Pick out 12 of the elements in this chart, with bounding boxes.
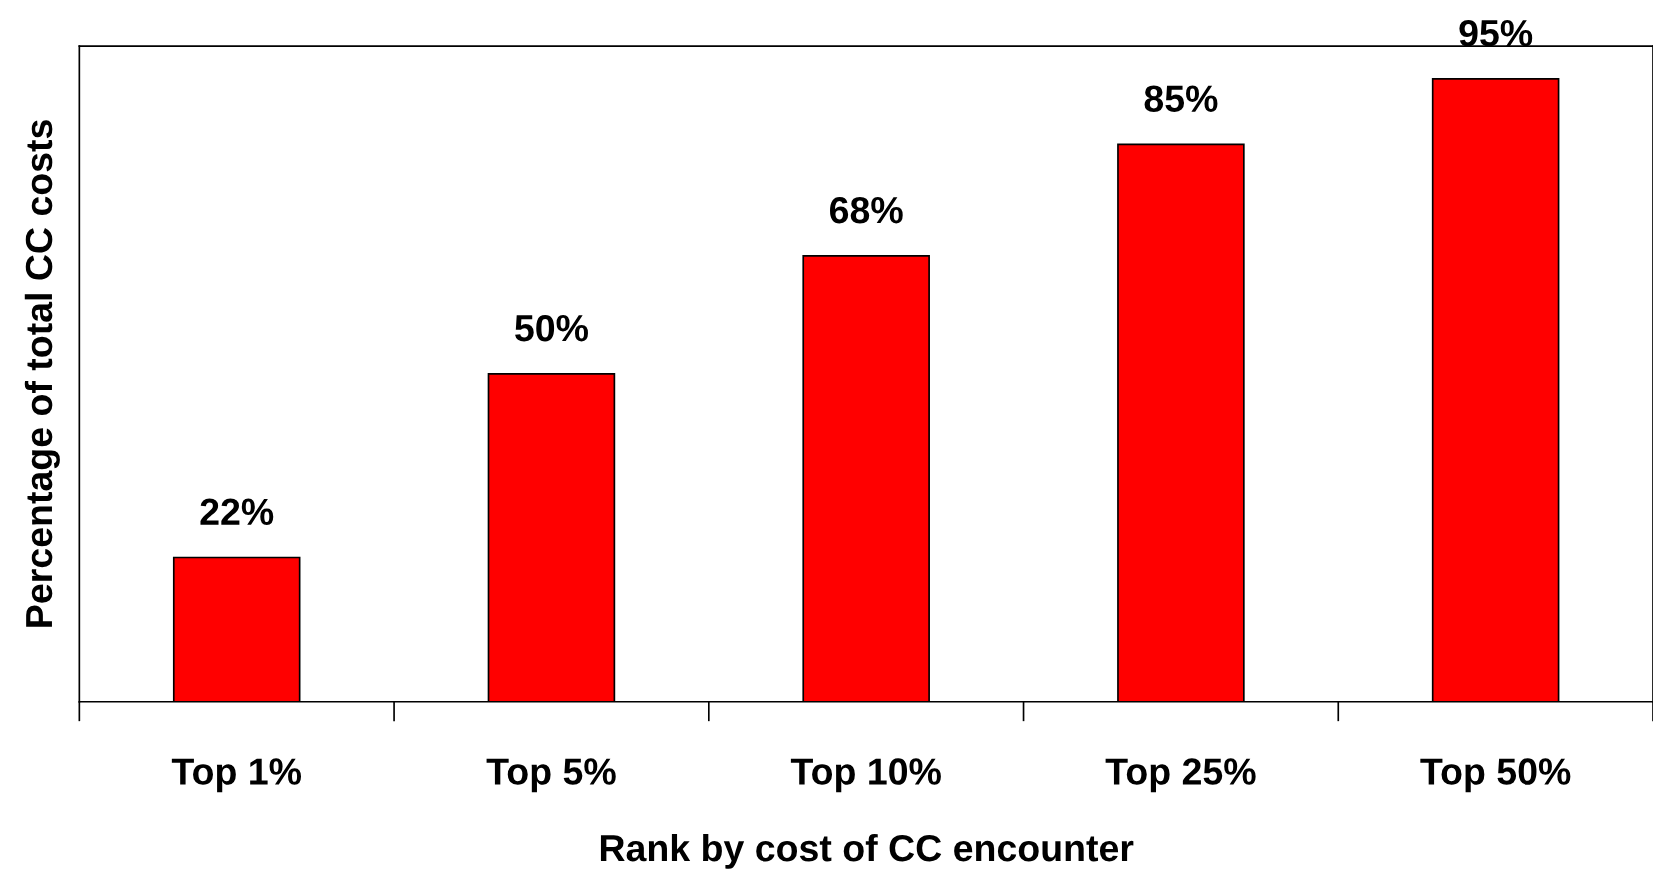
- data-label: 50%: [515, 314, 588, 342]
- x-tick-label: Top 25%: [1105, 758, 1256, 793]
- data-label: 68%: [830, 196, 903, 224]
- y-axis-title: Percentage of total CC costs: [24, 120, 60, 627]
- x-tick-label: Top 10%: [790, 758, 941, 793]
- data-label: 22%: [200, 498, 274, 525]
- x-tick-label: Top 1%: [171, 758, 302, 793]
- x-tick-label: Top 50%: [1420, 758, 1571, 793]
- x-axis-title: Rank by cost of CC encounter: [600, 833, 1134, 869]
- x-tick-label: Top 5%: [486, 758, 616, 793]
- data-label: 85%: [1144, 85, 1218, 113]
- data-label: 95%: [1459, 19, 1533, 47]
